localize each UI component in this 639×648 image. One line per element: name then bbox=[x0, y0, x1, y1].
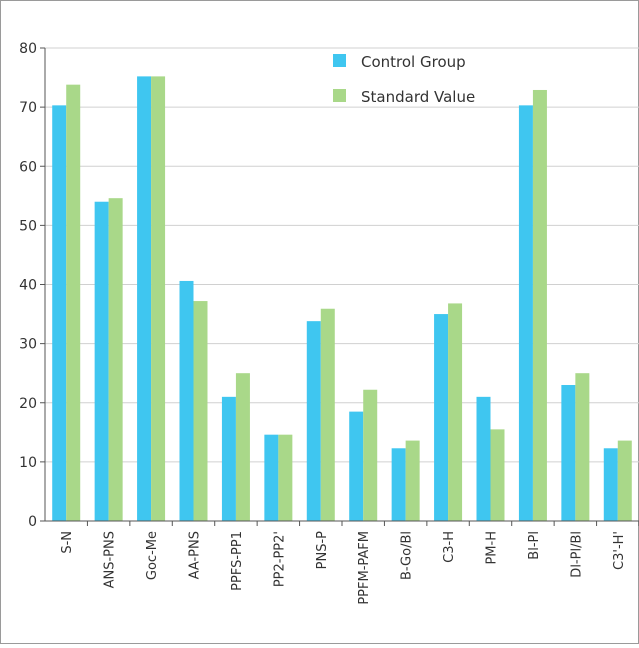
x-tick-label: PM-H bbox=[485, 531, 500, 565]
x-tick-label: B-Go/Bl bbox=[400, 531, 415, 580]
bar-control-group bbox=[264, 434, 279, 521]
bar-standard-value bbox=[448, 303, 463, 521]
bar-standard-value bbox=[617, 440, 632, 521]
bar-standard-value bbox=[235, 373, 250, 521]
y-tick-labels: 0 10 20 30 40 50 60 70 80 bbox=[19, 41, 37, 530]
x-tick-labels: S-N ANS-PNS Goc-Me AA-PNS PPFS-PP1 PP2-PP2' PN… bbox=[60, 531, 627, 605]
x-tick-label: PNS-P bbox=[315, 531, 330, 570]
bar-control-group bbox=[391, 448, 406, 521]
bar-control-group bbox=[518, 105, 533, 521]
x-tick-label: AA-PNS bbox=[188, 531, 203, 579]
x-tick-label: Goc-Me bbox=[145, 531, 160, 580]
legend: Control Group Standard Value bbox=[333, 53, 475, 106]
x-tick-label: Bl-Pl bbox=[527, 531, 542, 560]
y-tick-label: 80 bbox=[19, 41, 37, 57]
legend-label: Control Group bbox=[361, 53, 466, 71]
bar-standard-value bbox=[575, 373, 590, 521]
legend-label: Standard Value bbox=[361, 88, 475, 106]
x-tick-label: C3'-H' bbox=[612, 531, 627, 570]
bar-standard-value bbox=[405, 440, 420, 521]
bar-standard-value bbox=[490, 429, 505, 521]
bar-control-group bbox=[434, 314, 449, 521]
x-tick-label: C3-H bbox=[442, 531, 457, 563]
y-tick-label: 0 bbox=[28, 514, 37, 530]
bar-standard-value bbox=[151, 76, 166, 521]
bar-control-group bbox=[137, 76, 152, 521]
y-tick-label: 10 bbox=[19, 455, 37, 471]
y-tick-label: 40 bbox=[19, 278, 37, 294]
x-tick-label: PP2-PP2' bbox=[272, 531, 287, 587]
bar-standard-value bbox=[66, 84, 81, 521]
x-tick-label: ANS-PNS bbox=[103, 531, 118, 588]
legend-swatch bbox=[333, 89, 346, 102]
bar-standard-value bbox=[108, 198, 123, 522]
bar-control-group bbox=[476, 396, 491, 521]
x-tick-label: PPFS-PP1 bbox=[230, 531, 245, 591]
bar-control-group bbox=[179, 280, 194, 521]
legend-swatch bbox=[333, 54, 346, 67]
axes bbox=[40, 47, 639, 526]
bar-control-group bbox=[52, 105, 67, 521]
bar-standard-value bbox=[278, 434, 293, 521]
bar-standard-value bbox=[532, 89, 547, 521]
bar-control-group bbox=[603, 448, 618, 521]
y-tick-label: 20 bbox=[19, 396, 37, 412]
bar-control-group bbox=[349, 411, 364, 521]
bar-control-group bbox=[221, 396, 236, 521]
bar-standard-value bbox=[193, 301, 208, 521]
bar-control-group bbox=[306, 321, 321, 521]
x-tick-label: Dl-Pl/Bl bbox=[569, 531, 584, 578]
bars bbox=[52, 76, 632, 522]
bar-standard-value bbox=[320, 308, 335, 521]
bar-control-group bbox=[94, 201, 109, 521]
bar-control-group bbox=[561, 385, 576, 521]
y-tick-label: 30 bbox=[19, 337, 37, 353]
y-tick-label: 50 bbox=[19, 218, 37, 234]
x-tick-label: S-N bbox=[60, 531, 75, 554]
y-tick-label: 70 bbox=[19, 100, 37, 116]
y-tick-label: 60 bbox=[19, 159, 37, 175]
bar-standard-value bbox=[363, 389, 378, 521]
x-tick-label: PPFM-PAFM bbox=[357, 531, 372, 605]
